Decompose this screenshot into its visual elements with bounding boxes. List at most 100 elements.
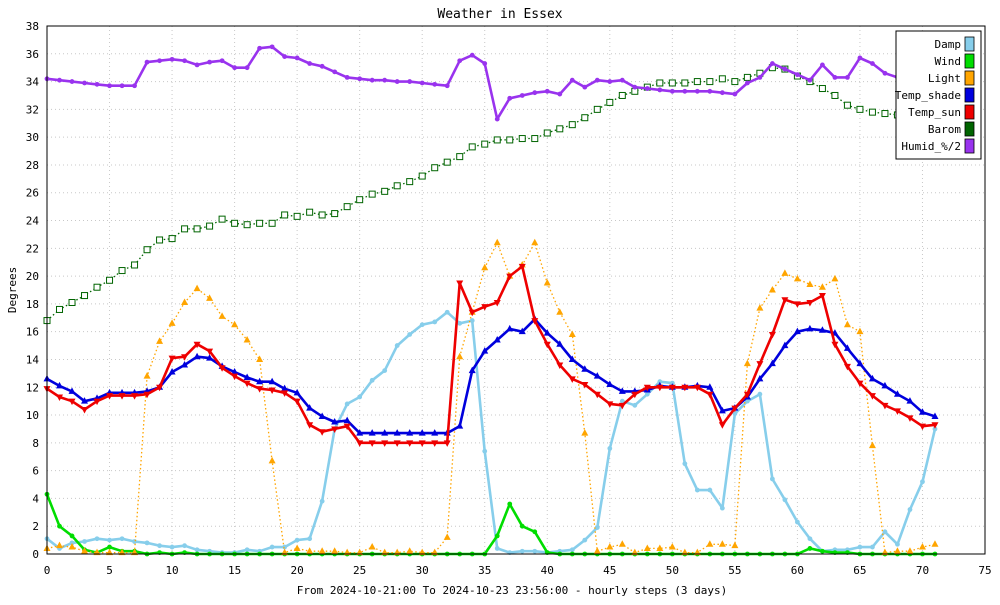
x-tick-label: 25 xyxy=(353,564,366,577)
legend-swatch xyxy=(964,70,975,86)
series-damp xyxy=(44,309,938,556)
data-point xyxy=(418,440,426,447)
data-point xyxy=(331,547,339,554)
data-point xyxy=(106,276,114,284)
data-point xyxy=(182,58,187,64)
legend: Damp Wind Light Temp_shade Temp_sun Barom Humi… xyxy=(895,30,982,160)
data-point xyxy=(681,384,689,392)
data-point xyxy=(169,56,175,62)
data-point xyxy=(106,393,114,400)
data-point xyxy=(532,548,538,554)
data-point xyxy=(318,412,326,419)
data-point xyxy=(68,398,76,406)
data-point xyxy=(843,101,851,109)
data-point xyxy=(868,441,876,449)
data-point xyxy=(618,91,626,99)
data-point xyxy=(581,429,589,436)
data-point xyxy=(843,363,851,371)
data-point xyxy=(832,75,838,80)
data-point xyxy=(768,286,776,293)
data-point xyxy=(281,548,289,556)
data-point xyxy=(669,88,675,94)
data-point xyxy=(244,65,250,71)
data-point xyxy=(843,344,851,351)
data-point xyxy=(543,329,551,336)
data-point xyxy=(318,547,326,554)
legend-label: Humid_%/2 xyxy=(901,140,961,153)
data-point xyxy=(681,548,689,556)
data-point xyxy=(607,79,613,84)
data-point xyxy=(618,387,626,394)
data-point xyxy=(706,383,714,390)
data-point xyxy=(256,377,264,385)
data-point xyxy=(793,327,801,335)
data-point xyxy=(856,327,864,335)
data-point xyxy=(706,78,714,86)
data-point xyxy=(732,91,738,97)
data-point xyxy=(131,393,139,400)
data-point xyxy=(193,284,201,292)
chart-title: Weather in Essex xyxy=(437,7,562,22)
data-point xyxy=(231,367,239,375)
data-point xyxy=(331,210,339,218)
series-humid-2 xyxy=(44,44,938,122)
data-point xyxy=(193,352,201,360)
data-point xyxy=(694,88,700,94)
x-tick-label: 70 xyxy=(916,564,929,577)
data-point xyxy=(781,269,789,276)
data-point xyxy=(194,62,200,68)
data-point xyxy=(118,548,126,556)
data-point xyxy=(743,359,751,367)
data-point xyxy=(107,537,112,543)
data-point xyxy=(569,77,575,83)
data-point xyxy=(394,79,400,84)
data-point xyxy=(920,479,925,485)
data-point xyxy=(269,544,275,550)
data-point xyxy=(68,387,76,394)
data-point xyxy=(118,267,126,275)
data-point xyxy=(531,238,539,246)
data-point xyxy=(882,70,888,76)
data-point xyxy=(932,426,938,432)
data-point xyxy=(356,440,364,447)
data-point xyxy=(820,548,825,554)
data-point xyxy=(507,95,513,101)
data-point xyxy=(244,547,250,553)
x-tick-label: 60 xyxy=(791,564,804,577)
series-temp-shade xyxy=(43,315,939,436)
x-tick-label: 15 xyxy=(228,564,241,577)
data-point xyxy=(593,105,601,113)
data-point xyxy=(918,408,926,415)
data-point xyxy=(482,448,488,454)
data-point xyxy=(293,398,301,406)
data-point xyxy=(168,319,176,326)
data-point xyxy=(718,406,726,414)
data-point xyxy=(581,365,589,372)
data-point xyxy=(356,196,364,204)
data-point xyxy=(568,330,576,337)
data-point xyxy=(457,58,463,64)
data-point xyxy=(369,377,375,383)
x-tick-label: 35 xyxy=(478,564,491,577)
data-point xyxy=(569,547,575,553)
data-point xyxy=(782,497,788,503)
x-tick-label: 65 xyxy=(853,564,866,577)
legend-swatch xyxy=(964,53,975,69)
data-point xyxy=(506,136,514,144)
data-point xyxy=(468,309,476,317)
y-tick-label: 34 xyxy=(26,76,40,89)
data-point xyxy=(332,69,338,75)
data-point xyxy=(132,539,137,544)
data-point xyxy=(331,418,339,425)
y-tick-label: 28 xyxy=(26,159,39,172)
data-point xyxy=(543,341,551,349)
data-point xyxy=(431,440,439,447)
legend-label: Temp_sun xyxy=(908,106,961,119)
data-point xyxy=(418,172,426,180)
data-point xyxy=(381,429,389,436)
data-point xyxy=(93,398,101,406)
data-point xyxy=(218,365,226,372)
data-point xyxy=(343,203,351,211)
data-point xyxy=(193,225,201,233)
